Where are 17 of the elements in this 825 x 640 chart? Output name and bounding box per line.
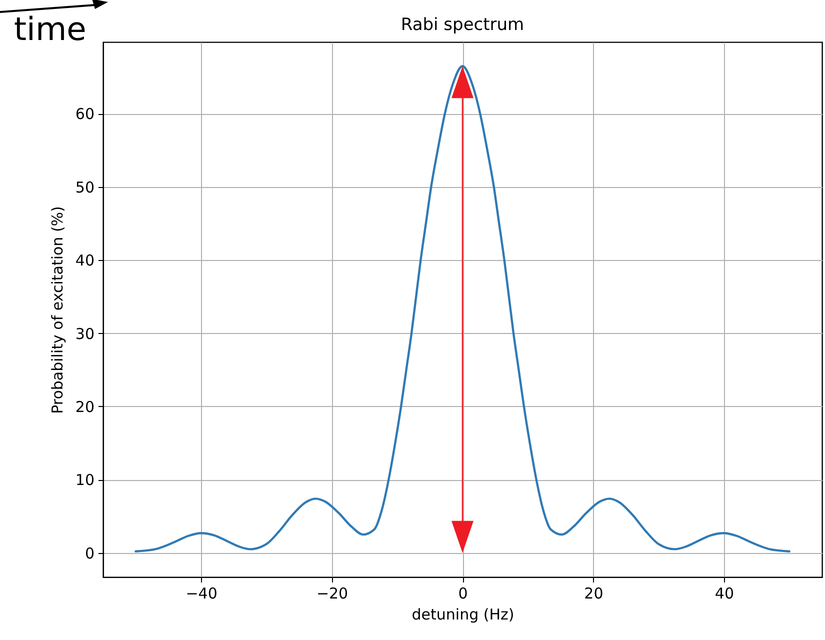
y-tick-label: 60: [75, 105, 94, 124]
y-axis-title: Probability of excitation (%): [48, 206, 66, 414]
x-axis-title: detuning (Hz): [412, 606, 514, 624]
y-tick-label: 0: [84, 544, 94, 562]
chart-title: Rabi spectrum: [400, 15, 524, 35]
text: time: [14, 10, 86, 48]
x-tick-label: 20: [584, 584, 604, 602]
line-series: [134, 65, 790, 552]
y-tick-label: 10: [75, 471, 94, 490]
y-tick-label: 50: [75, 178, 94, 196]
y-tick-label: 20: [75, 398, 94, 416]
x-tick-label: −40: [186, 584, 218, 602]
x-tick-label: −20: [316, 584, 348, 602]
y-tick-label: 30: [75, 324, 94, 343]
x-tick-label: 0: [458, 584, 468, 602]
y-tick-label: 40: [75, 252, 94, 270]
x-tick-label: 40: [714, 584, 734, 602]
